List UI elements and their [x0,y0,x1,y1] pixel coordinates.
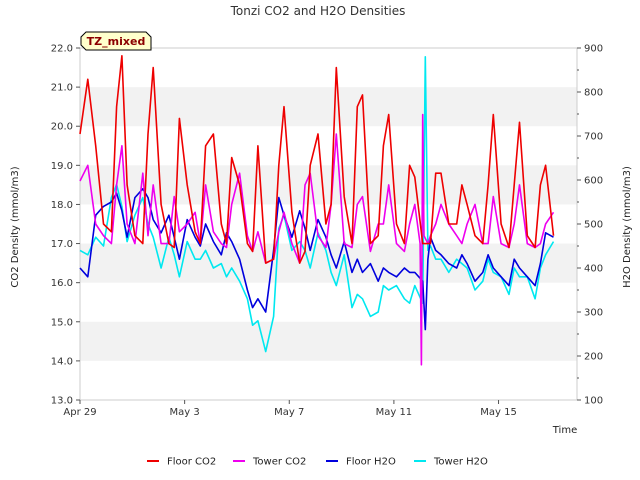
site-badge: TZ_mixed [80,31,152,51]
y-left-tick-label: 13.0 [51,396,73,407]
site-badge-label: TZ_mixed [87,35,146,48]
legend-label: Floor CO2 [167,457,216,468]
y-right-tick-label: 800 [584,88,603,99]
y-right-tick-label: 400 [584,264,603,275]
legend: Floor CO2 Tower CO2 Floor H2O Tower H2O [147,457,488,468]
y-left-tick-label: 14.0 [51,356,73,367]
y-left-tick-label: 21.0 [51,83,73,94]
y-left-tick-label: 19.0 [51,161,73,172]
y-axis-left: 13.0 14.0 15.0 16.0 17.0 18.0 19.0 20.0 21.0 22.0 [51,44,80,407]
y-right-tick-label: 600 [584,176,603,187]
y-axis-right: 100 200 300 400 500 600 700 800 900 [577,44,603,407]
y-right-tick-label: 700 [584,132,603,143]
y-left-tick-label: 17.0 [51,239,73,250]
y-left-tick-label: 18.0 [51,200,73,211]
x-axis-title: Time [552,425,577,436]
y-right-tick-label: 200 [584,352,603,363]
x-axis: Apr 29 May 3 May 7 May 11 May 15 [63,400,517,418]
y-right-tick-label: 100 [584,396,603,407]
legend-label: Tower CO2 [252,457,306,468]
y-left-tick-label: 20.0 [51,122,73,133]
y-left-tick-label: 22.0 [51,44,73,55]
legend-label: Tower H2O [433,457,488,468]
x-tick-label: Apr 29 [63,407,96,418]
grid-band [80,321,577,361]
series-tower-h2o [79,55,555,353]
site-badge-box [80,31,152,51]
legend-label: Floor H2O [346,457,396,468]
y-axis-left-title: CO2 Density (mmol/m3) [10,166,21,287]
x-tick-label: May 11 [376,407,413,418]
y-left-tick-label: 16.0 [51,278,73,289]
series-floor-h2o [79,188,554,331]
series-layer [79,54,555,366]
x-tick-label: May 7 [274,407,304,418]
y-right-tick-label: 900 [584,44,603,55]
y-right-tick-label: 500 [584,220,603,231]
y-axis-right-title: H2O Density (mmol/m3) [622,166,633,288]
chart-title: Tonzi CO2 and H2O Densities [230,4,406,18]
x-tick-label: May 15 [480,407,517,418]
series-floor-co2 [79,54,555,264]
y-right-tick-label: 300 [584,308,603,319]
x-tick-label: May 3 [170,407,200,418]
y-left-tick-label: 15.0 [51,317,73,328]
